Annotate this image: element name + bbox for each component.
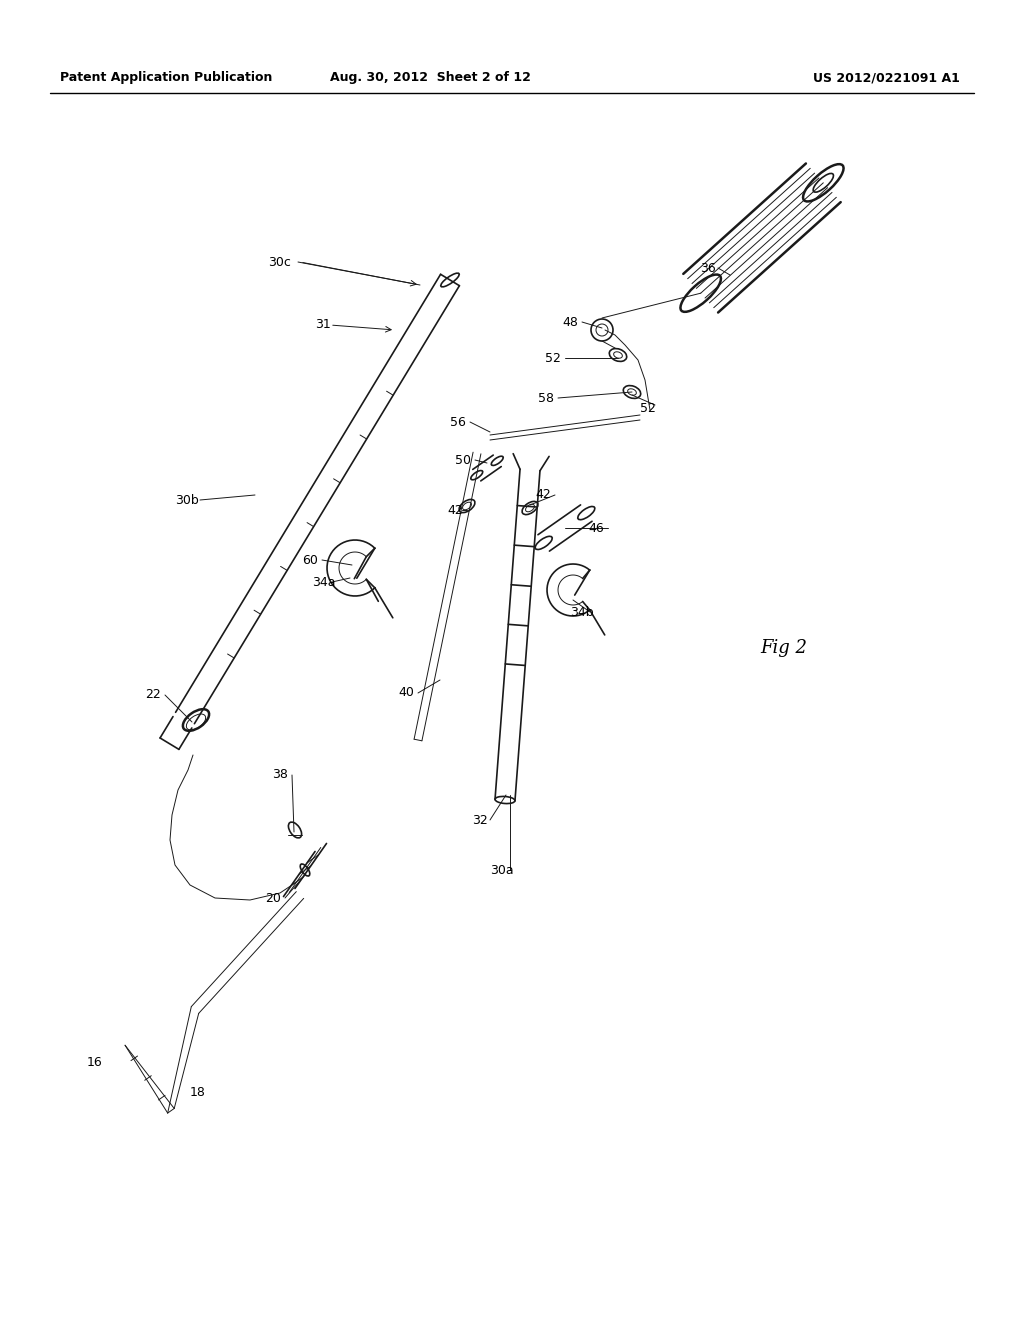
Text: 18: 18 — [190, 1085, 206, 1098]
Text: 58: 58 — [538, 392, 554, 404]
Text: 30b: 30b — [175, 494, 199, 507]
Text: Aug. 30, 2012  Sheet 2 of 12: Aug. 30, 2012 Sheet 2 of 12 — [330, 71, 530, 84]
Text: 34a: 34a — [312, 576, 336, 589]
Text: 20: 20 — [265, 891, 281, 904]
Text: 30c: 30c — [268, 256, 291, 268]
Text: Patent Application Publication: Patent Application Publication — [60, 71, 272, 84]
Text: 56: 56 — [450, 416, 466, 429]
Text: 34b: 34b — [570, 606, 594, 619]
Text: 38: 38 — [272, 768, 288, 781]
Text: 40: 40 — [398, 686, 414, 700]
Text: 46: 46 — [588, 521, 604, 535]
Text: 52: 52 — [640, 401, 656, 414]
Text: 31: 31 — [315, 318, 331, 331]
Text: 22: 22 — [145, 689, 161, 701]
Text: 36: 36 — [700, 261, 716, 275]
Text: US 2012/0221091 A1: US 2012/0221091 A1 — [813, 71, 961, 84]
Text: Fig 2: Fig 2 — [760, 639, 807, 657]
Text: 16: 16 — [87, 1056, 102, 1068]
Text: 60: 60 — [302, 553, 317, 566]
Text: 42: 42 — [447, 503, 463, 516]
Text: 50: 50 — [455, 454, 471, 466]
Text: 48: 48 — [562, 315, 578, 329]
Text: 52: 52 — [545, 351, 561, 364]
Text: 42: 42 — [535, 488, 551, 502]
Text: 32: 32 — [472, 813, 487, 826]
Text: 30a: 30a — [490, 863, 514, 876]
